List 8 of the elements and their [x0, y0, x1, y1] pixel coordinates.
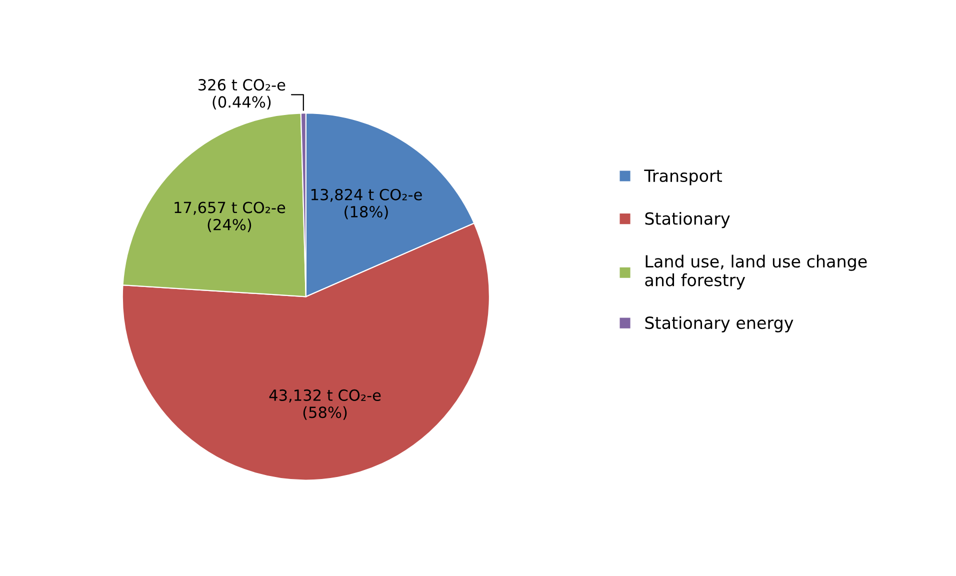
data-label: 17,657 t CO₂-e (24%) [174, 202, 286, 232]
legend-label: Transport [644, 170, 722, 186]
data-label: 43,132 t CO₂-e (58%) [269, 389, 381, 420]
legend-label: Stationary [645, 212, 730, 228]
legend-label: Land use, land use change and forestry [645, 254, 867, 290]
legend-label: Stationary energy [645, 316, 794, 332]
data-label: 326 t CO₂-e (0.44%) [198, 79, 286, 110]
data-label: 13,824 t CO₂-e (18%) [311, 188, 422, 220]
